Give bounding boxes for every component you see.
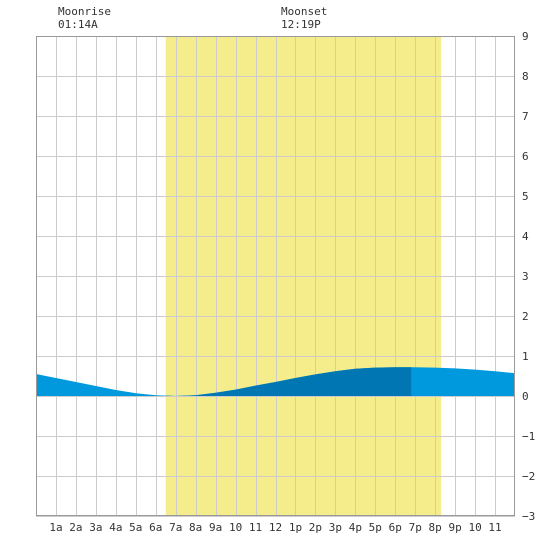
x-tick-label: 2p xyxy=(309,521,322,534)
moonset-label: Moonset 12:19P xyxy=(281,5,327,31)
y-tick-label: 7 xyxy=(522,110,529,123)
x-tick-label: 7p xyxy=(409,521,422,534)
x-tick-label: 4p xyxy=(349,521,362,534)
x-tick-label: 3p xyxy=(329,521,342,534)
plot-frame xyxy=(36,36,515,516)
x-tick-label: 5p xyxy=(369,521,382,534)
x-tick-label: 11 xyxy=(488,521,501,534)
x-tick-label: 5a xyxy=(129,521,142,534)
y-tick-label: −2 xyxy=(522,470,535,483)
x-tick-label: 4a xyxy=(109,521,122,534)
x-tick-label: 9p xyxy=(449,521,462,534)
moonrise-label: Moonrise 01:14A xyxy=(58,5,111,31)
x-tick-label: 11 xyxy=(249,521,262,534)
x-tick-label: 1a xyxy=(49,521,62,534)
y-tick-label: 1 xyxy=(522,350,529,363)
y-tick-labels: −3 −2 −1 0 1 2 3 4 5 6 7 8 9 xyxy=(522,30,535,523)
y-tick-label: 5 xyxy=(522,190,529,203)
x-tick-labels: 1a 2a 3a 4a 5a 6a 7a 8a 9a 10 11 12 1p 2p 3p 4p 5p 6p 7p 8p… xyxy=(49,521,501,534)
x-tick-label: 6p xyxy=(389,521,402,534)
moonrise-time: 01:14A xyxy=(58,18,98,31)
y-tick-label: −1 xyxy=(522,430,535,443)
x-tick-label: 8a xyxy=(189,521,202,534)
x-tick-label: 2a xyxy=(69,521,82,534)
x-tick-label: 3a xyxy=(89,521,102,534)
y-tick-label: 2 xyxy=(522,310,529,323)
y-tick-label: 6 xyxy=(522,150,529,163)
moonrise-title: Moonrise xyxy=(58,5,111,18)
moonset-title: Moonset xyxy=(281,5,328,18)
y-tick-label: 0 xyxy=(522,390,529,403)
moonset-time: 12:19P xyxy=(281,18,321,31)
plot-border xyxy=(36,36,515,516)
y-tick-label: 8 xyxy=(522,70,529,83)
x-tick-label: 1p xyxy=(289,521,302,534)
y-tick-label: 4 xyxy=(522,230,529,243)
x-tick-label: 8p xyxy=(429,521,442,534)
x-tick-label: 9a xyxy=(209,521,222,534)
x-tick-label: 10 xyxy=(468,521,481,534)
y-tick-label: 9 xyxy=(522,30,529,43)
y-tick-label: 3 xyxy=(522,270,529,283)
tide-area-layer xyxy=(36,367,515,396)
x-tick-label: 10 xyxy=(229,521,242,534)
x-tick-label: 12 xyxy=(269,521,282,534)
y-tick-label: −3 xyxy=(522,510,535,523)
x-tick-label: 6a xyxy=(149,521,162,534)
x-tick-label: 7a xyxy=(169,521,182,534)
tide-area-highlight xyxy=(165,367,412,396)
